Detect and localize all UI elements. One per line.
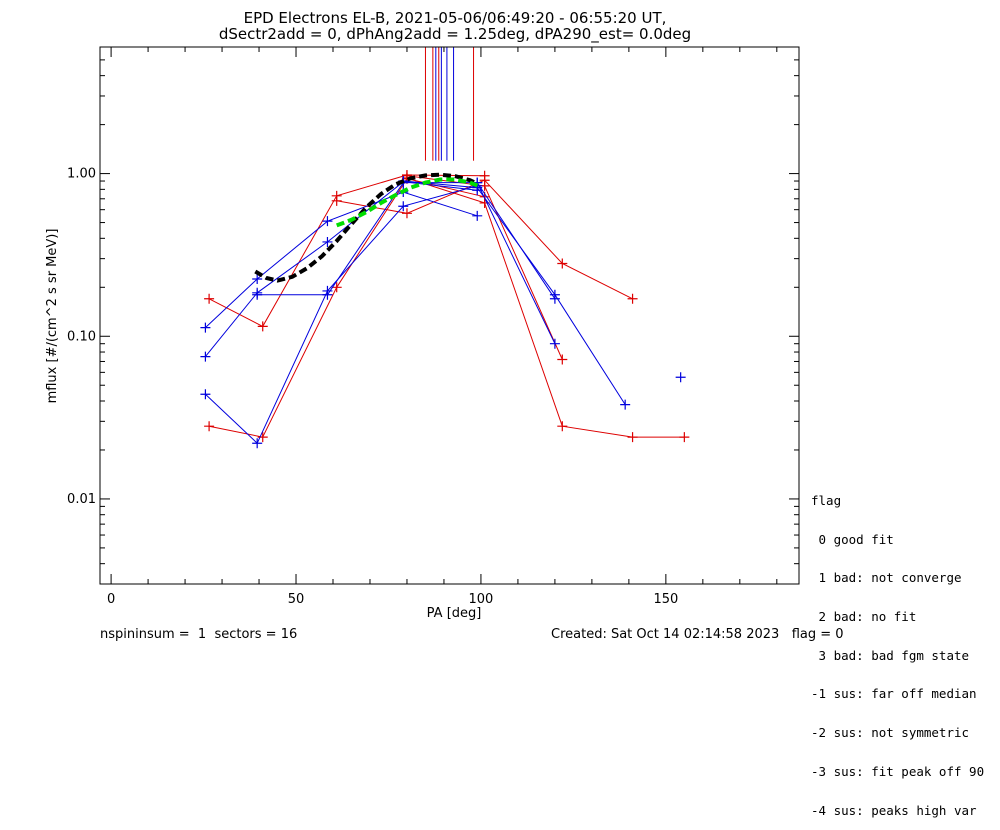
data-point-4-2 [557,354,568,365]
data-point-5-4 [472,210,483,221]
data-point-0-0 [204,293,215,304]
legend-item-flag-minus-2: -2 sus: not symmetric [811,725,970,741]
y-axis-label: mflux [#/(cm^2 s sr MeV)] [45,229,60,404]
x-tick-label: 50 [288,592,305,607]
data-point-7-3 [398,201,409,212]
data-point-8-4 [549,338,560,349]
x-axis-label: PA [deg] [427,606,482,621]
series-line-3 [406,177,685,438]
x-tick-label: 100 [469,592,494,607]
data-point-2-0 [204,421,215,432]
data-point-11-0 [675,372,686,383]
series-group [200,170,690,449]
footer-created-info: Created: Sat Oct 14 02:14:58 2023 flag =… [551,627,844,642]
data-point-6-0 [200,351,211,362]
series-line-6 [205,181,478,357]
data-point-6-2 [322,236,333,247]
data-point-8-0 [252,289,263,300]
data-point-5-0 [200,322,211,333]
x-tick-label: 150 [653,592,678,607]
data-point-3-3 [627,432,638,443]
x-tick-label: 0 [107,592,115,607]
axes-group: 0 50 100 150 0.01 0.10 1.00 [67,46,799,607]
legend-item-flag-3: 3 bad: bad fgm state [811,647,970,663]
data-point-2-2 [331,282,342,293]
legend-item-flag-minus-3: -3 sus: fit peak off 90 [811,763,985,779]
fit-curve-1 [335,177,482,228]
y-tick-label: 0.01 [67,492,96,507]
data-point-9-3 [620,399,631,410]
chart-subtitle: dSectr2add = 0, dPhAng2add = 1.25deg, dP… [219,25,691,44]
data-point-7-1 [252,438,263,449]
data-point-8-1 [322,289,333,300]
y-tick-label: 1.00 [67,167,96,182]
legend-item-flag-0: 0 good fit [811,531,894,547]
data-point-7-0 [200,389,211,400]
legend-title: flag [811,492,842,508]
fit-curves-group [254,172,482,283]
vertical-lines-group [424,47,475,161]
data-point-1-0 [331,195,342,206]
data-point-4-0 [401,170,412,181]
data-point-1-1 [401,208,412,219]
footer-spin-info: nspininsum = 1 sectors = 16 [100,627,298,642]
legend-item-flag-1: 1 bad: not converge [811,570,962,586]
chart-title: EPD Electrons EL-B, 2021-05-06/06:49:20 … [244,9,667,27]
series-line-9 [403,180,626,405]
series-line-2 [209,178,485,438]
data-point-5-2 [322,216,333,227]
data-point-2-1 [257,432,268,443]
plot-frame [99,46,800,585]
series-line-5 [205,191,478,328]
legend-item-flag-2: 2 bad: no fit [811,608,917,624]
y-tick-label: 0.10 [67,329,96,344]
data-point-0-1 [257,321,268,332]
legend-item-flag-minus-1: -1 sus: far off median [811,686,977,702]
data-point-1-4 [627,293,638,304]
fit-curve-0 [254,172,478,283]
legend-item-flag-minus-4: -4 sus: peaks high var [811,802,977,818]
data-point-5-1 [252,273,263,284]
data-point-10-1 [549,293,560,304]
data-point-1-3 [557,258,568,269]
data-point-3-4 [679,432,690,443]
flux-chart: EPD Electrons EL-B, 2021-05-06/06:49:20 … [45,9,800,621]
series-line-10 [476,182,556,300]
data-point-3-2 [557,421,568,432]
